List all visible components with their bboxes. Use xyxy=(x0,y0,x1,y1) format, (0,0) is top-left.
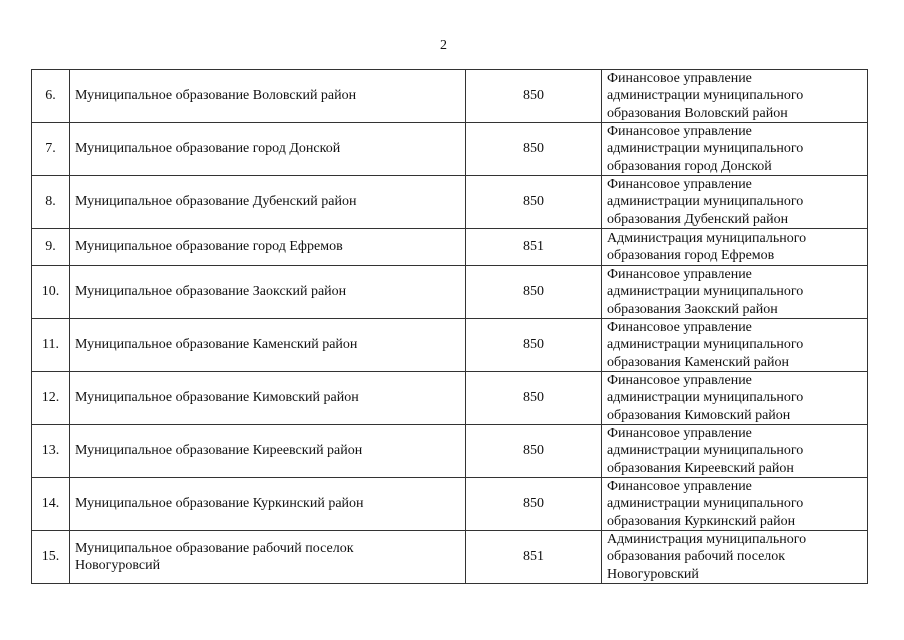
table-row: 10. Муниципальное образование Заокский ра… xyxy=(31,265,868,319)
organization-line: Финансовое управление xyxy=(607,320,752,336)
row-number: 11. xyxy=(31,318,70,372)
organization-line: образования Воловский район xyxy=(607,105,788,121)
organization-line: администрации муниципального xyxy=(607,443,804,459)
table-row: 11. Муниципальное образование Каменский р… xyxy=(31,318,868,372)
organization-line: Финансовое управление xyxy=(607,71,752,87)
municipality-name: Муниципальное образование Кимовский райо… xyxy=(69,371,466,425)
organization-line: администрации муниципального xyxy=(607,141,804,157)
municipality-name-text: Муниципальное образование рабочий посело… xyxy=(75,540,354,573)
organization-line: Финансовое управление xyxy=(607,426,752,442)
responsible-organization: Финансовое управление администрации муниц… xyxy=(601,175,868,229)
municipality-name: Муниципальное образование Заокский район xyxy=(69,265,466,319)
row-number: 12. xyxy=(31,371,70,425)
row-number: 9. xyxy=(31,228,70,266)
organization-line: Финансовое управление xyxy=(607,124,752,140)
table-row: 9. Муниципальное образование город Ефремо… xyxy=(31,228,868,266)
table-row: 6. Муниципальное образование Воловский ра… xyxy=(31,69,868,123)
organization-line: образования Дубенский район xyxy=(607,211,789,227)
municipality-name: Муниципальное образование рабочий посело… xyxy=(69,530,466,584)
budget-code: 850 xyxy=(465,318,602,372)
page-number: 2 xyxy=(440,38,447,53)
budget-code: 850 xyxy=(465,122,602,176)
municipality-name: Муниципальное образование город Ефремов xyxy=(69,228,466,266)
table-row: 13. Муниципальное образование Киреевский … xyxy=(31,424,868,478)
table-row: 7. Муниципальное образование город Донско… xyxy=(31,122,868,176)
organization-line: администрации муниципального xyxy=(607,496,804,512)
organization-line: администрации муниципального xyxy=(607,337,804,353)
responsible-organization: Администрация муниципального образования … xyxy=(601,530,868,584)
row-number: 8. xyxy=(31,175,70,229)
municipality-name: Муниципальное образование город Донской xyxy=(69,122,466,176)
organization-line: Новогуровский xyxy=(607,566,699,582)
municipality-name: Муниципальное образование Каменский райо… xyxy=(69,318,466,372)
organization-line: Финансовое управление xyxy=(607,177,752,193)
budget-code: 850 xyxy=(465,477,602,531)
table-row: 8. Муниципальное образование Дубенский ра… xyxy=(31,175,868,229)
municipality-name: Муниципальное образование Киреевский рай… xyxy=(69,424,466,478)
organization-line: администрации муниципального xyxy=(607,194,804,210)
municipal-table: 6. Муниципальное образование Воловский ра… xyxy=(31,69,868,584)
organization-line: образования Кимовский район xyxy=(607,407,791,423)
responsible-organization: Финансовое управление администрации муниц… xyxy=(601,424,868,478)
municipality-name: Муниципальное образование Куркинский рай… xyxy=(69,477,466,531)
organization-line: образования город Ефремов xyxy=(607,248,775,263)
organization-line: образования Заокский район xyxy=(607,301,778,317)
responsible-organization: Финансовое управление администрации муниц… xyxy=(601,122,868,176)
organization-line: администрации муниципального xyxy=(607,390,804,406)
table-row: 14. Муниципальное образование Куркинский … xyxy=(31,477,868,531)
table-row: 15. Муниципальное образование рабочий пос… xyxy=(31,530,868,584)
organization-line: администрации муниципального xyxy=(607,88,804,104)
organization-line: Финансовое управление xyxy=(607,267,752,283)
budget-code: 851 xyxy=(465,530,602,584)
responsible-organization: Администрация муниципального образования … xyxy=(601,228,868,266)
municipality-name: Муниципальное образование Дубенский райо… xyxy=(69,175,466,229)
row-number: 15. xyxy=(31,530,70,584)
municipality-name: Муниципальное образование Воловский райо… xyxy=(69,69,466,123)
row-number: 10. xyxy=(31,265,70,319)
organization-line: образования Киреевский район xyxy=(607,460,794,476)
organization-line: администрации муниципального xyxy=(607,284,804,300)
organization-line: образования Куркинский район xyxy=(607,513,796,529)
budget-code: 850 xyxy=(465,424,602,478)
budget-code: 850 xyxy=(465,175,602,229)
organization-line: Финансовое управление xyxy=(607,479,752,495)
budget-code: 850 xyxy=(465,265,602,319)
row-number: 6. xyxy=(31,69,70,123)
row-number: 7. xyxy=(31,122,70,176)
budget-code: 850 xyxy=(465,371,602,425)
responsible-organization: Финансовое управление администрации муниц… xyxy=(601,265,868,319)
organization-line: Администрация муниципального xyxy=(607,532,807,548)
row-number: 14. xyxy=(31,477,70,531)
table-row: 12. Муниципальное образование Кимовский р… xyxy=(31,371,868,425)
responsible-organization: Финансовое управление администрации муниц… xyxy=(601,318,868,372)
organization-line: Администрация муниципального xyxy=(607,230,807,246)
row-number: 13. xyxy=(31,424,70,478)
organization-line: образования рабочий поселок xyxy=(607,549,786,565)
responsible-organization: Финансовое управление администрации муниц… xyxy=(601,371,868,425)
budget-code: 850 xyxy=(465,69,602,123)
organization-line: образования Каменский район xyxy=(607,354,789,370)
responsible-organization: Финансовое управление администрации муниц… xyxy=(601,69,868,123)
responsible-organization: Финансовое управление администрации муниц… xyxy=(601,477,868,531)
budget-code: 851 xyxy=(465,228,602,266)
organization-line: Финансовое управление xyxy=(607,373,752,389)
organization-line: образования город Донской xyxy=(607,158,772,174)
